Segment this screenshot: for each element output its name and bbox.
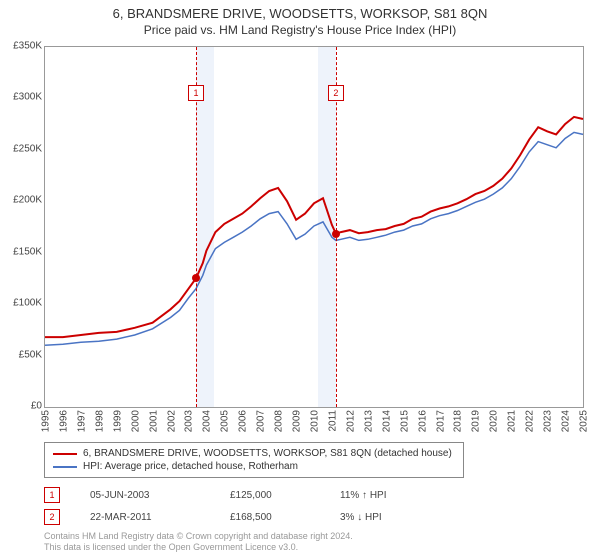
x-axis-tick: 2014 [381,410,392,450]
event-price: £168,500 [230,512,310,523]
legend-swatch [53,453,77,455]
x-axis-tick: 1997 [76,410,87,450]
event-delta: 11% ↑ HPI [340,490,387,501]
copyright: Contains HM Land Registry data © Crown c… [44,531,353,554]
x-axis-tick: 2003 [184,410,195,450]
y-axis-tick: £350K [13,41,42,52]
x-axis-tick: 1999 [112,410,123,450]
x-axis-tick: 2018 [453,410,464,450]
x-axis-tick: 2021 [507,410,518,450]
x-axis-tick: 2024 [561,410,572,450]
event-delta: 3% ↓ HPI [340,512,382,523]
x-axis-tick: 1995 [41,410,52,450]
sale-dot [332,230,340,238]
y-axis-tick: £100K [13,298,42,309]
x-axis-tick: 2017 [435,410,446,450]
x-axis-tick: 1998 [94,410,105,450]
event-num: 1 [44,487,60,503]
x-axis-tick: 2001 [148,410,159,450]
event-row: 1 05-JUN-2003 £125,000 11% ↑ HPI [44,484,387,506]
event-date: 05-JUN-2003 [90,490,200,501]
chart-subtitle: Price paid vs. HM Land Registry's House … [0,21,600,37]
x-axis-tick: 2016 [417,410,428,450]
legend-swatch [53,466,77,468]
chart-plot-area: 12 [44,46,584,408]
x-axis-tick: 2005 [220,410,231,450]
x-axis-tick: 2010 [310,410,321,450]
chart-title: 6, BRANDSMERE DRIVE, WOODSETTS, WORKSOP,… [0,0,600,21]
x-axis-tick: 2019 [471,410,482,450]
event-price: £125,000 [230,490,310,501]
y-axis-tick: £250K [13,143,42,154]
chart-svg [45,47,583,407]
x-axis-tick: 2006 [238,410,249,450]
event-date: 22-MAR-2011 [90,512,200,523]
event-num: 2 [44,509,60,525]
legend-item: HPI: Average price, detached house, Roth… [53,460,455,473]
event-marker-label: 1 [188,85,204,101]
x-axis-tick: 2012 [345,410,356,450]
x-axis-tick: 2004 [202,410,213,450]
x-axis-tick: 2022 [525,410,536,450]
event-marker-label: 2 [328,85,344,101]
x-axis-tick: 2009 [292,410,303,450]
sale-dot [192,274,200,282]
x-axis-tick: 2023 [543,410,554,450]
series-line-hpi [45,132,583,345]
x-axis-tick: 2015 [399,410,410,450]
x-axis-tick: 2000 [130,410,141,450]
event-marker-line [196,47,197,407]
x-axis-tick: 2007 [256,410,267,450]
x-axis-tick: 2013 [363,410,374,450]
x-axis-tick: 2025 [579,410,590,450]
y-axis-tick: £150K [13,246,42,257]
x-axis-tick: 2002 [166,410,177,450]
y-axis-tick: £300K [13,92,42,103]
x-axis-tick: 2011 [327,410,338,450]
event-row: 2 22-MAR-2011 £168,500 3% ↓ HPI [44,506,387,528]
event-marker-line [336,47,337,407]
events-table: 1 05-JUN-2003 £125,000 11% ↑ HPI 2 22-MAR-201… [44,484,387,528]
y-axis-tick: £50K [19,349,42,360]
x-axis-tick: 2008 [274,410,285,450]
x-axis-tick: 1996 [58,410,69,450]
legend-label: HPI: Average price, detached house, Roth… [83,461,298,472]
y-axis-tick: £200K [13,195,42,206]
x-axis-tick: 2020 [489,410,500,450]
